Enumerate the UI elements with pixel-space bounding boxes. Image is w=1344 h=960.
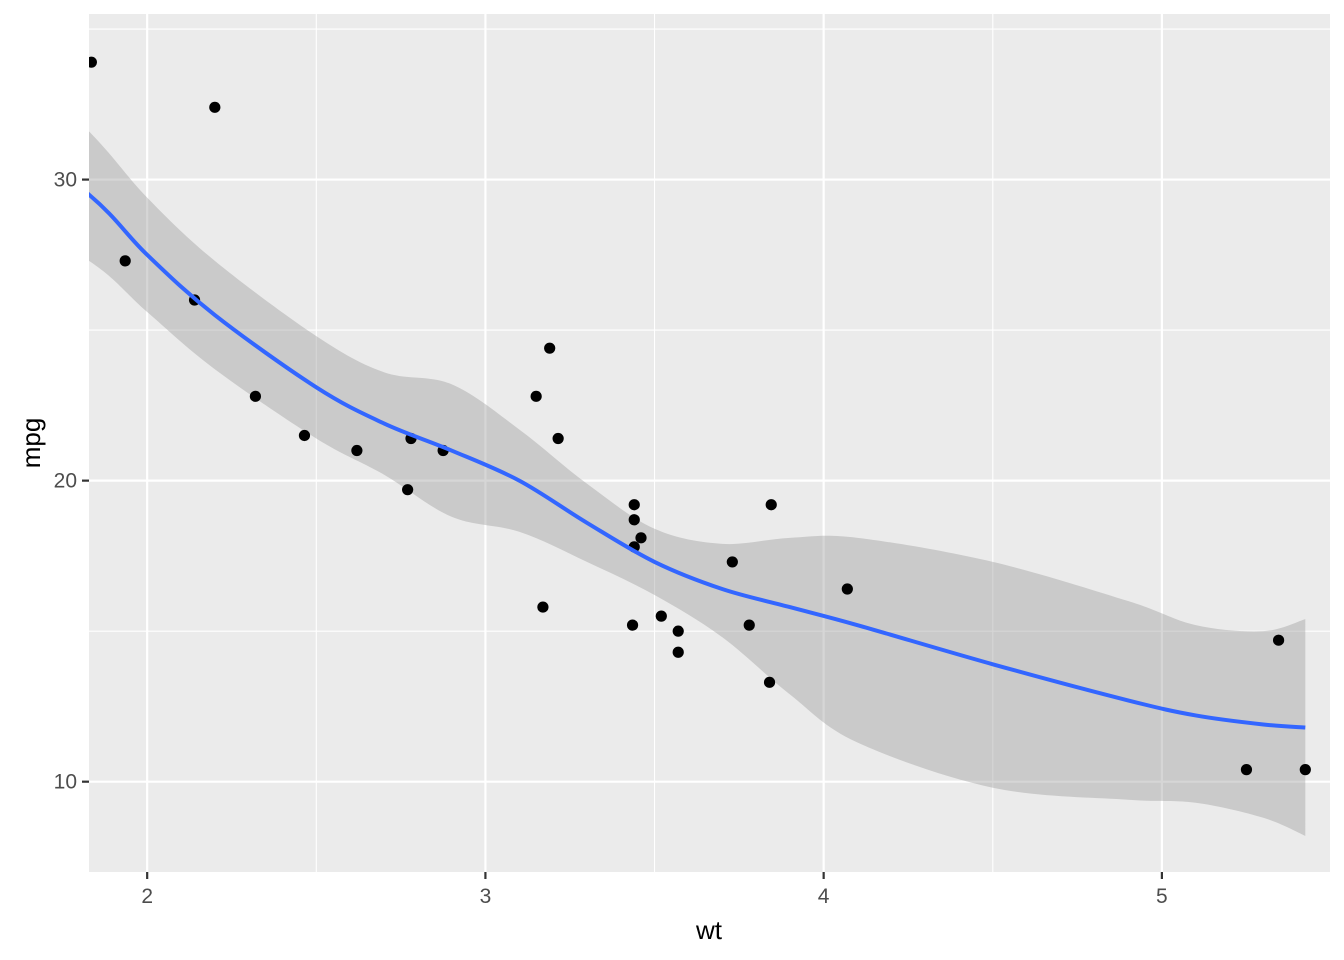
data-point (628, 514, 640, 526)
data-point (209, 101, 221, 113)
data-point (672, 646, 684, 658)
x-axis: 2 3 4 5 (141, 872, 1168, 908)
data-point (249, 390, 262, 402)
y-tick-label: 10 (54, 771, 77, 794)
x-tick-label: 4 (818, 885, 830, 908)
data-point (544, 342, 556, 354)
data-point (89, 56, 97, 68)
data-point (552, 432, 564, 445)
data-point (743, 619, 755, 631)
data-point (119, 255, 131, 267)
y-tick-label: 20 (54, 470, 77, 493)
smooth-line (89, 192, 1306, 730)
data-point (635, 532, 647, 544)
scatter-points (11, 56, 1311, 776)
y-axis: 10 20 30 (54, 169, 89, 794)
data-point (537, 601, 549, 613)
data-point (841, 583, 853, 595)
grid-major (89, 14, 1330, 872)
data-point (1240, 764, 1253, 776)
data-point (628, 499, 640, 511)
y-axis-title: mpg (16, 418, 46, 469)
confidence-ribbon (89, 131, 1306, 836)
data-point (402, 484, 414, 496)
y-tick-label: 30 (54, 169, 77, 192)
data-point (11, 162, 22, 173)
plot-panel (89, 14, 1330, 872)
data-point (672, 625, 684, 637)
data-point (626, 619, 639, 631)
data-point (351, 444, 363, 457)
x-tick-label: 3 (480, 885, 492, 908)
data-point (298, 429, 311, 442)
x-tick-label: 2 (141, 885, 153, 908)
data-point (530, 390, 542, 402)
data-point (726, 556, 738, 568)
data-point (655, 610, 667, 622)
x-tick-label: 5 (1156, 885, 1168, 908)
data-point (765, 499, 777, 511)
data-point (763, 676, 776, 688)
data-point (1272, 634, 1285, 646)
data-point (1299, 764, 1311, 776)
grid-minor (89, 14, 1330, 872)
x-axis-title: wt (695, 915, 723, 945)
